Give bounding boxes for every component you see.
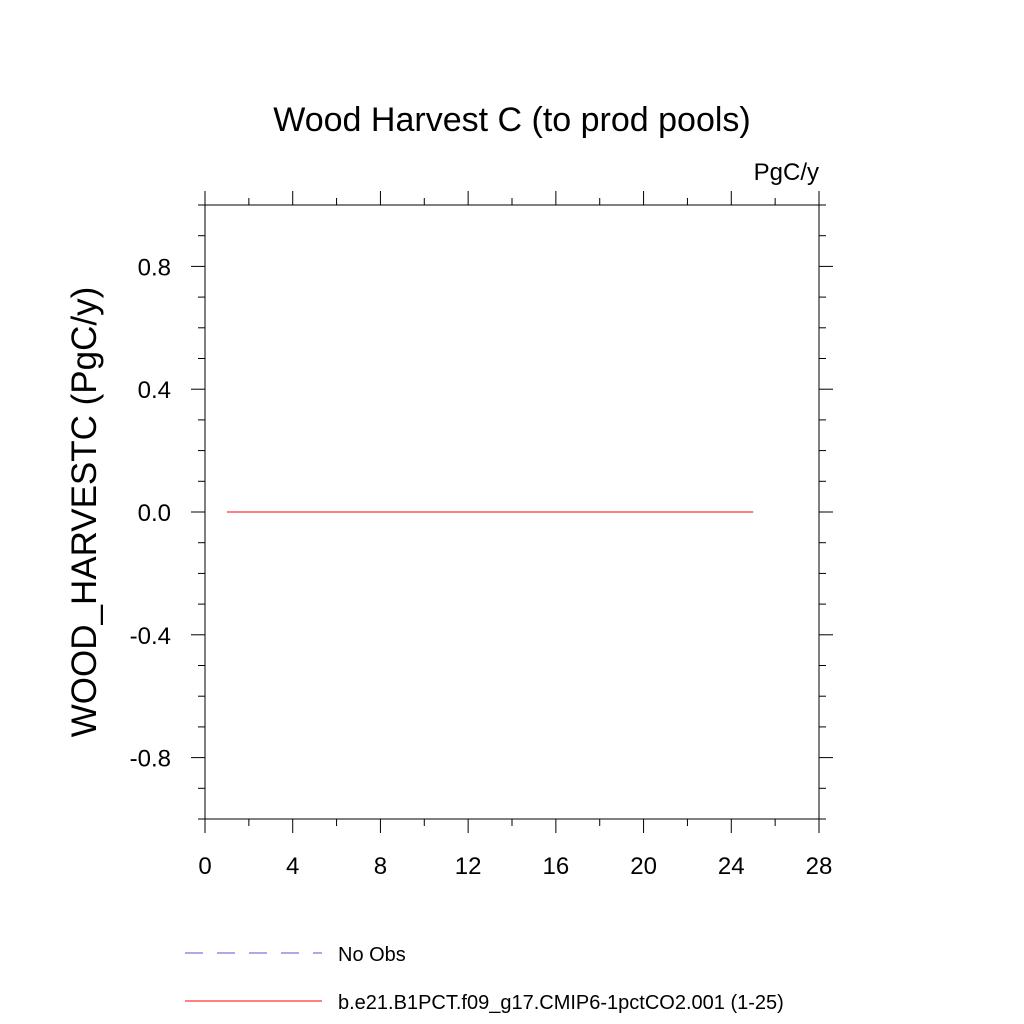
- x-tick-label: 12: [455, 853, 482, 880]
- legend: No Obs b.e21.B1PCT.f09_g17.CMIP6-1pctCO2.…: [185, 944, 784, 1014]
- x-tick-label: 28: [806, 853, 833, 880]
- x-tick-label: 8: [374, 853, 387, 880]
- chart-title: Wood Harvest C (to prod pools): [273, 101, 750, 139]
- units-label: PgC/y: [754, 159, 819, 186]
- x-tick-label: 0: [198, 853, 211, 880]
- y-tick-label: 0.8: [138, 254, 171, 281]
- x-tick-label: 4: [286, 853, 299, 880]
- y-axis-label: WOOD_HARVESTC (PgC/y): [65, 287, 104, 738]
- y-tick-label: -0.8: [130, 746, 171, 773]
- legend-label: b.e21.B1PCT.f09_g17.CMIP6-1pctCO2.001 (1…: [338, 992, 784, 1014]
- y-tick-label: 0.4: [138, 377, 171, 404]
- x-tick-label: 20: [630, 853, 657, 880]
- tick-labels: 0 4 8 12 16 20 24 28 -0.8 -0.4 0.0 0.4 0.8: [130, 254, 833, 880]
- y-tick-label: -0.4: [130, 623, 171, 650]
- legend-label: No Obs: [338, 944, 406, 966]
- x-tick-label: 16: [543, 853, 570, 880]
- x-tick-label: 24: [718, 853, 745, 880]
- y-tick-label: 0.0: [138, 500, 171, 527]
- axis-ticks: [191, 191, 833, 833]
